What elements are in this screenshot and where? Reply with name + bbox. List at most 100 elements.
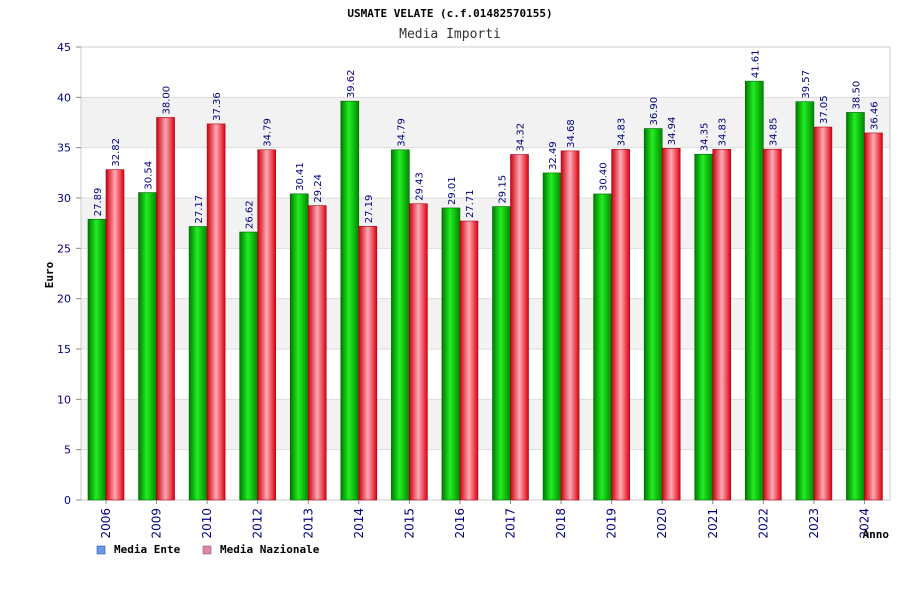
data-label-media-nazionale-2019: 34.83 (617, 118, 628, 147)
x-tick-label-2020: 2020 (655, 508, 669, 539)
bars (87, 80, 883, 501)
data-label-media-ente-2009: 30.54 (144, 161, 155, 190)
x-tick-label-2014: 2014 (352, 508, 366, 539)
data-label-media-ente-2014: 39.62 (346, 70, 357, 99)
data-label-media-ente-2021: 34.35 (700, 123, 711, 152)
data-label-media-ente-2024: 38.50 (851, 81, 862, 110)
legend: Media Ente Media Nazionale (96, 543, 320, 556)
y-tick-label: 45 (57, 41, 71, 54)
x-tick-label-2018: 2018 (554, 508, 568, 539)
bar-media-ente-2009 (138, 192, 157, 501)
x-tick-label-2019: 2019 (605, 508, 619, 539)
data-label-media-ente-2016: 29.01 (447, 176, 458, 205)
data-label-media-nazionale-2016: 27.71 (465, 189, 476, 218)
data-label-media-ente-2019: 30.40 (599, 162, 610, 191)
data-label-media-nazionale-2013: 29.24 (313, 174, 324, 203)
legend-label-media-ente: Media Ente (114, 543, 181, 556)
bar-media-ente-2017 (492, 206, 511, 501)
y-axis-label: Euro (43, 261, 56, 288)
x-tick-label-2015: 2015 (402, 508, 416, 539)
y-tick-label: 20 (57, 293, 71, 306)
x-tick-label-2024: 2024 (857, 508, 871, 539)
bar-media-ente-2021 (694, 153, 714, 501)
data-label-media-nazionale-2018: 34.68 (566, 119, 577, 148)
x-axis-label: Anno (863, 528, 890, 541)
data-label-media-ente-2013: 30.41 (295, 162, 306, 191)
bar-media-nazionale-2017 (510, 154, 529, 501)
chart-title: USMATE VELATE (c.f.01482570155) (347, 7, 552, 20)
x-tick-label-2023: 2023 (807, 508, 821, 539)
x-tick-label-2012: 2012 (251, 508, 265, 539)
y-tick-label: 10 (57, 393, 71, 406)
bar-media-nazionale-2023 (813, 126, 833, 501)
data-label-media-nazionale-2023: 37.05 (819, 95, 830, 124)
bar-media-nazionale-2024 (864, 132, 883, 501)
bar-media-nazionale-2016 (459, 220, 479, 501)
data-label-media-nazionale-2014: 27.19 (364, 195, 375, 224)
bar-media-ente-2014 (340, 100, 360, 501)
data-label-media-ente-2012: 26.62 (245, 200, 256, 229)
bar-media-ente-2016 (441, 207, 461, 501)
bar-media-nazionale-2010 (206, 123, 226, 501)
x-tick-label-2016: 2016 (453, 508, 467, 539)
data-label-media-nazionale-2006: 32.82 (111, 138, 122, 167)
plot-frame (80, 46, 891, 501)
bar-media-ente-2024 (846, 112, 865, 501)
bar-media-nazionale-2019 (611, 149, 630, 501)
legend-swatch-media-ente (96, 545, 106, 555)
bar-media-ente-2018 (542, 172, 562, 501)
y-tick-label: 5 (64, 444, 71, 457)
y-tick-label: 25 (57, 242, 71, 255)
x-tick-label-2006: 2006 (99, 508, 113, 539)
data-label-media-nazionale-2022: 34.85 (768, 118, 779, 147)
y-tick-label: 30 (57, 192, 71, 205)
x-tick-label-2021: 2021 (706, 508, 720, 539)
bar-media-nazionale-2013 (307, 205, 327, 501)
data-label-media-ente-2023: 39.57 (801, 70, 812, 99)
x-tick-label-2009: 2009 (150, 508, 164, 539)
bar-media-nazionale-2006 (105, 169, 125, 501)
chart-subtitle: Media Importi (399, 27, 501, 42)
bar-media-nazionale-2009 (156, 117, 175, 501)
y-axis-ticks: 0 5 10 15 20 25 30 35 40 45 (57, 41, 81, 507)
bar-media-nazionale-2012 (257, 149, 276, 501)
bar-media-nazionale-2018 (560, 150, 580, 501)
data-label-media-ente-2020: 36.90 (649, 97, 660, 126)
bar-media-ente-2022 (745, 80, 764, 501)
data-label-media-ente-2015: 34.79 (396, 118, 407, 147)
data-label-media-ente-2010: 27.17 (194, 195, 205, 224)
data-label-media-nazionale-2009: 38.00 (162, 86, 173, 115)
x-tick-label-2013: 2013 (301, 508, 315, 539)
bar-media-nazionale-2022 (763, 148, 782, 501)
bar-media-nazionale-2020 (661, 147, 681, 501)
data-label-media-nazionale-2021: 34.83 (718, 118, 729, 147)
bar-media-ente-2012 (239, 231, 258, 501)
data-labels: 27.89 32.82 30.54 38.00 27.17 37.36 26.62 34.79… (93, 49, 880, 229)
bar-media-nazionale-2015 (409, 203, 428, 501)
bar-media-ente-2006 (87, 218, 107, 501)
x-axis-ticks: 2006 2009 2010 2012 2013 2014 2015 2016 2017 2018… (99, 500, 871, 539)
data-label-media-nazionale-2024: 36.46 (869, 101, 880, 130)
bar-media-nazionale-2014 (358, 225, 378, 501)
bar-media-ente-2010 (188, 226, 208, 501)
y-tick-label: 40 (57, 91, 71, 104)
data-label-media-ente-2022: 41.61 (750, 49, 761, 78)
y-tick-label: 15 (57, 343, 71, 356)
data-label-media-nazionale-2017: 34.32 (516, 123, 527, 152)
data-label-media-ente-2006: 27.89 (93, 188, 104, 217)
legend-swatch-media-nazionale (202, 545, 212, 555)
bar-media-ente-2019 (593, 193, 612, 501)
bar-media-ente-2015 (391, 149, 410, 501)
data-label-media-ente-2017: 29.15 (498, 175, 509, 204)
bar-media-nazionale-2021 (712, 149, 732, 501)
bar-media-ente-2023 (795, 101, 815, 501)
x-tick-label-2017: 2017 (504, 508, 518, 539)
data-label-media-ente-2018: 32.49 (548, 141, 559, 170)
bar-media-ente-2020 (643, 128, 663, 501)
data-label-media-nazionale-2010: 37.36 (212, 92, 223, 121)
x-tick-label-2022: 2022 (756, 508, 770, 539)
y-tick-label: 0 (64, 494, 71, 507)
data-label-media-nazionale-2020: 34.94 (667, 117, 678, 146)
data-label-media-nazionale-2012: 34.79 (263, 118, 274, 147)
